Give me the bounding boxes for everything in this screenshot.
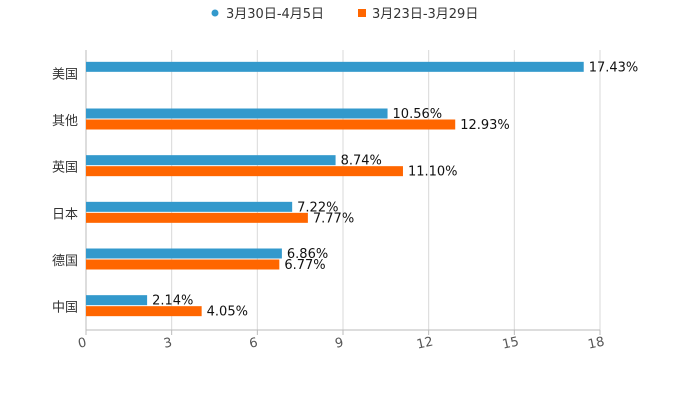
- x-tick-label: 18: [587, 335, 606, 353]
- category-label: 中国: [52, 301, 78, 316]
- data-label-series-2: 4.05%: [207, 305, 248, 320]
- bar-series-2: [86, 259, 280, 270]
- x-tick-label: 12: [415, 335, 434, 353]
- category-label: 其他: [52, 114, 78, 129]
- x-tick-label: 0: [77, 335, 88, 351]
- bar-series-1: [86, 61, 584, 72]
- bars: [86, 61, 584, 317]
- bar-series-2: [86, 212, 308, 223]
- data-label-series-2: 7.77%: [313, 211, 354, 226]
- x-axis-ticks: 0 3 6 9 12 15 18: [77, 330, 606, 353]
- data-label-series-1: 6.86%: [287, 247, 328, 262]
- bar-series-1: [86, 295, 148, 306]
- bar-series-1: [86, 248, 282, 259]
- data-label-series-1: 2.14%: [152, 294, 193, 309]
- x-tick-label: 6: [248, 335, 259, 351]
- bar-series-2: [86, 119, 456, 130]
- data-label-series-2: 6.77%: [284, 258, 325, 273]
- legend-marker-series-2: [358, 9, 366, 17]
- x-tick-label: 9: [334, 335, 345, 351]
- data-labels: 17.43% 10.56% 12.93% 8.74% 11.10% 7.22%7.77% 6…: [152, 60, 638, 319]
- x-tick-label: 3: [162, 335, 173, 351]
- bar-series-1: [86, 108, 388, 119]
- category-label: 日本: [52, 207, 78, 222]
- data-label-series-2: 11.10%: [408, 165, 458, 180]
- category-label: 德国: [52, 254, 78, 269]
- gridlines: [171, 50, 601, 330]
- data-label-series-2: 12.93%: [460, 118, 510, 133]
- legend: 3月30日-4月5日 3月23日-3月29日: [211, 7, 478, 22]
- category-label: 美国: [52, 67, 78, 82]
- data-label-series-1: 7.22%: [297, 200, 338, 215]
- bar-series-2: [86, 166, 403, 177]
- legend-marker-series-1: [211, 9, 219, 17]
- data-label-series-1: 17.43%: [589, 60, 639, 75]
- legend-item-series-2[interactable]: 3月23日-3月29日: [358, 7, 478, 22]
- category-label: 英国: [52, 161, 78, 176]
- data-label-series-1: 10.56%: [393, 107, 443, 122]
- x-tick-label: 15: [501, 335, 520, 353]
- data-label-series-1: 8.74%: [341, 154, 382, 169]
- bar-series-2: [86, 306, 202, 317]
- legend-label-series-2: 3月23日-3月29日: [372, 7, 478, 22]
- bar-series-1: [86, 201, 293, 212]
- bar-series-1: [86, 155, 336, 166]
- legend-item-series-1[interactable]: 3月30日-4月5日: [211, 7, 325, 22]
- legend-label-series-1: 3月30日-4月5日: [226, 7, 324, 22]
